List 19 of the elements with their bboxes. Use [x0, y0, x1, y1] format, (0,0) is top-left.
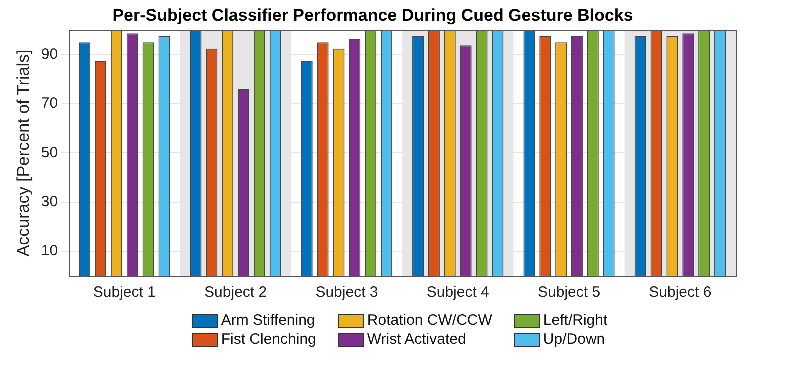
chart-title: Per-Subject Classifier Performance During Cued Gesture Blocks: [112, 6, 634, 25]
legend-label: Left/Right: [543, 312, 608, 329]
legend-label: Fist Clenching: [221, 331, 316, 348]
y-tick-label: 10: [41, 242, 58, 260]
y-axis-title: Accuracy [Percent of Trials]: [14, 50, 33, 257]
x-tick-label: Subject 1: [93, 284, 156, 302]
x-tick-label: Subject 3: [316, 284, 378, 302]
legend-label: Wrist Activated: [367, 331, 466, 348]
x-tick-label: Subject 5: [538, 284, 601, 302]
x-tick-label: Subject 2: [204, 284, 268, 302]
x-tick-label: Subject 6: [649, 284, 712, 302]
y-tick-label: 90: [41, 46, 58, 64]
legend-label: Up/Down: [543, 331, 606, 348]
y-tick-label: 70: [41, 95, 58, 112]
x-tick-label: Subject 4: [426, 284, 490, 302]
y-tick-label: 30: [41, 193, 58, 210]
y-tick-label: 50: [41, 144, 58, 162]
legend-label: Arm Stiffening: [221, 312, 316, 329]
legend-label: Rotation CW/CCW: [367, 312, 492, 329]
